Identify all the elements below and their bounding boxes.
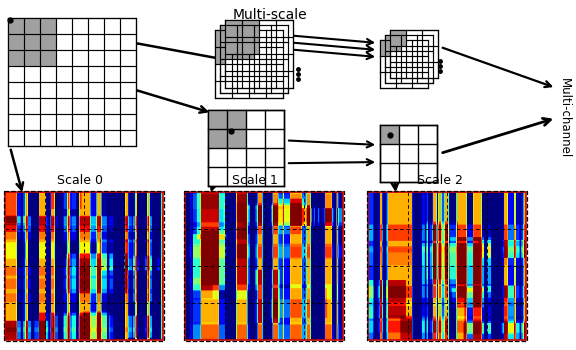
Text: Multi-scale: Multi-scale — [233, 8, 308, 22]
Bar — [385, 35, 401, 51]
Bar — [380, 125, 437, 182]
Bar — [208, 110, 246, 148]
Bar — [367, 191, 527, 341]
Bar — [368, 192, 526, 340]
Bar — [225, 20, 259, 54]
Text: Scale 2: Scale 2 — [417, 174, 463, 187]
Bar — [220, 25, 288, 93]
Bar — [4, 191, 164, 341]
Bar — [220, 25, 254, 59]
Bar — [385, 35, 433, 83]
Bar — [184, 191, 344, 341]
Bar — [380, 125, 399, 144]
Bar — [208, 110, 284, 186]
Text: Multi-channel: Multi-channel — [558, 78, 570, 158]
Bar — [215, 30, 283, 98]
Bar — [8, 18, 136, 146]
Bar — [215, 30, 249, 64]
Bar — [380, 40, 396, 56]
Bar — [225, 20, 293, 88]
Bar — [390, 30, 406, 46]
Bar — [380, 40, 428, 88]
Bar — [8, 18, 56, 66]
Text: Scale 1: Scale 1 — [232, 174, 278, 187]
Bar — [390, 30, 438, 78]
Bar — [185, 192, 343, 340]
Text: Scale 0: Scale 0 — [57, 174, 103, 187]
Bar — [5, 192, 163, 340]
